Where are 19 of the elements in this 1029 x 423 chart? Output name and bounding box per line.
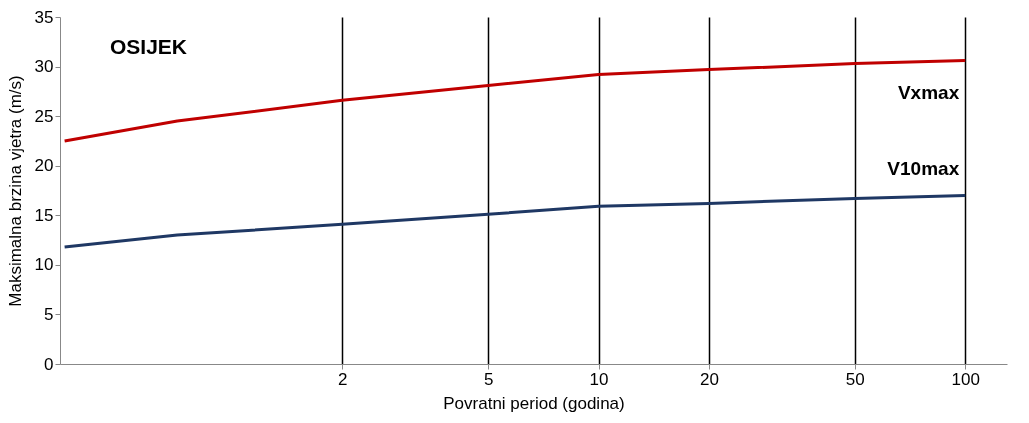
x-tick-label: 5 <box>483 369 494 389</box>
y-tick-label: 10 <box>34 255 54 275</box>
series-label: V10max <box>887 158 960 180</box>
series-label: Vxmax <box>897 81 960 103</box>
x-tick-label: 10 <box>589 369 609 389</box>
x-tick-label: 50 <box>845 369 865 389</box>
y-tick-label: 20 <box>34 156 54 176</box>
y-tick-label: 35 <box>34 7 54 27</box>
y-tick-label: 30 <box>34 57 54 77</box>
y-tick-label: 5 <box>44 304 54 324</box>
y-tick-label: 15 <box>34 205 54 225</box>
x-tick-label: 100 <box>951 369 980 389</box>
x-tick-label: 2 <box>337 369 348 389</box>
y-axis-title: Maksimalna brzina vjetra (m/s) <box>5 75 25 307</box>
y-tick-label: 25 <box>34 106 54 126</box>
y-tick-label: 0 <box>44 354 54 374</box>
x-tick-label: 20 <box>699 369 719 389</box>
x-axis-title: Povratni period (godina) <box>443 393 625 413</box>
annotation: OSIJEK <box>110 35 188 58</box>
